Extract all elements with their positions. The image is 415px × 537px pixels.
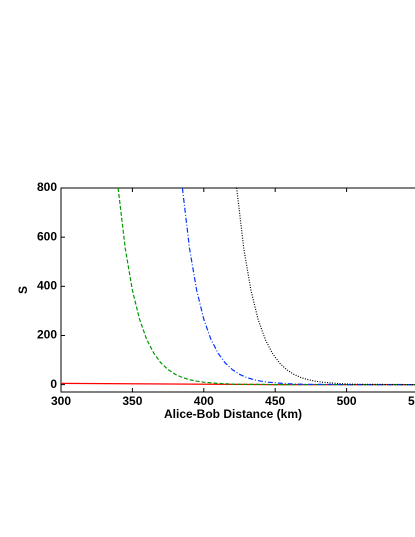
y-tick-label: 600 [37,229,57,243]
x-tick-label: 300 [51,394,71,408]
y-tick-label: 200 [37,328,57,342]
y-axis-label: S [16,286,30,294]
x-tick-label: 550 [408,394,415,408]
plot-frame [60,187,415,393]
line-series [236,188,415,386]
y-tick-label: 800 [37,180,57,194]
y-tick-label: 400 [37,278,57,292]
x-tick-label: 450 [265,394,285,408]
y-tick-label: 0 [50,377,57,391]
line-series [181,188,415,386]
x-tick-label: 350 [122,394,142,408]
line-series [117,188,415,386]
x-tick-label: 500 [337,394,357,408]
x-axis-label: Alice-Bob Distance (km) [164,407,302,421]
x-tick-label: 400 [194,394,214,408]
